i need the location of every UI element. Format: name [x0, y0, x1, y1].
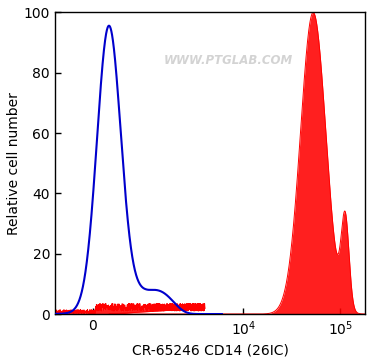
Text: WWW.PTGLAB.COM: WWW.PTGLAB.COM — [164, 54, 293, 67]
X-axis label: CR-65246 CD14 (26IC): CR-65246 CD14 (26IC) — [132, 343, 288, 357]
Y-axis label: Relative cell number: Relative cell number — [7, 92, 21, 235]
